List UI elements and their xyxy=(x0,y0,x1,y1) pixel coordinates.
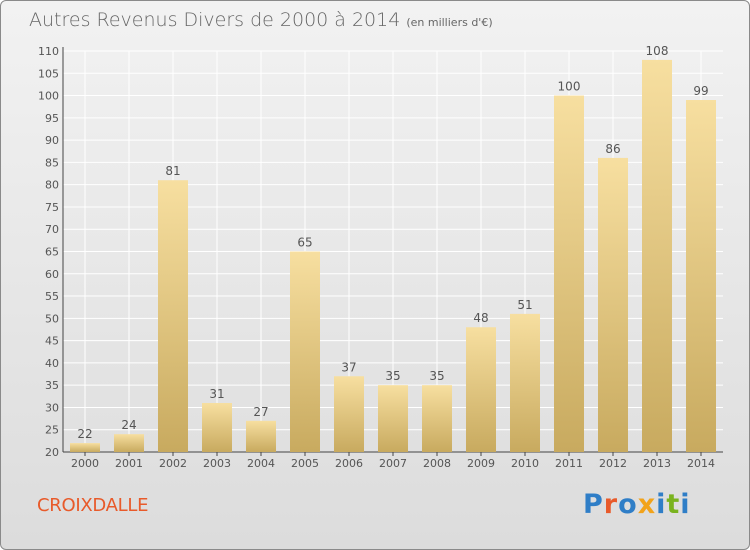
y-tick-label: 90 xyxy=(45,134,59,147)
commune-name: CROIXDALLE xyxy=(37,495,149,516)
bar-value-label: 100 xyxy=(558,80,581,94)
chart-title: Autres Revenus Divers de 2000 à 2014 (en … xyxy=(29,9,493,31)
y-tick-label: 50 xyxy=(45,312,59,325)
y-tick-label: 95 xyxy=(45,112,59,125)
y-tick-label: 100 xyxy=(38,90,59,103)
y-tick-label: 25 xyxy=(45,424,59,437)
y-tick-label: 45 xyxy=(45,335,59,348)
bar-value-label: 51 xyxy=(517,298,532,312)
y-tick-label: 20 xyxy=(45,446,59,459)
bar xyxy=(70,443,100,452)
logo-letter: o xyxy=(618,489,638,520)
y-tick-label: 60 xyxy=(45,268,59,281)
bar-value-label: 35 xyxy=(429,369,444,383)
logo-letter: P xyxy=(583,489,604,520)
bar-value-label: 35 xyxy=(385,369,400,383)
bar xyxy=(202,402,232,452)
x-tick-label: 2008 xyxy=(423,457,451,470)
bar xyxy=(686,100,716,452)
bar-value-label: 24 xyxy=(121,418,136,432)
bar-value-label: 48 xyxy=(473,311,488,325)
x-tick-label: 2005 xyxy=(291,457,319,470)
logo-letter: x xyxy=(637,489,657,520)
y-tick-label: 85 xyxy=(45,156,59,169)
x-tick-label: 2012 xyxy=(599,457,627,470)
logo-letter: t xyxy=(666,489,681,520)
chart-title-unit: (en milliers d'€) xyxy=(406,16,493,29)
y-tick-label: 80 xyxy=(45,179,59,192)
x-tick-label: 2009 xyxy=(467,457,495,470)
bar-value-label: 86 xyxy=(605,142,620,156)
bar-value-label: 31 xyxy=(209,387,224,401)
x-tick-label: 2007 xyxy=(379,457,407,470)
proxiti-logo: Proxiti xyxy=(583,489,691,520)
x-tick-label: 2004 xyxy=(247,457,275,470)
bar-value-label: 22 xyxy=(77,427,92,441)
y-tick-label: 40 xyxy=(45,357,59,370)
x-tick-label: 2002 xyxy=(159,457,187,470)
bar xyxy=(510,313,540,452)
bar xyxy=(114,434,144,452)
bar xyxy=(290,251,320,452)
bar xyxy=(378,385,408,452)
x-tick-label: 2003 xyxy=(203,457,231,470)
y-tick-label: 110 xyxy=(38,45,59,58)
x-tick-label: 2014 xyxy=(687,457,715,470)
bar-value-label: 81 xyxy=(165,164,180,178)
chart-title-main: Autres Revenus Divers de 2000 à 2014 xyxy=(29,9,401,31)
y-tick-label: 75 xyxy=(45,201,59,214)
y-tick-label: 30 xyxy=(45,401,59,414)
bar-value-label: 108 xyxy=(646,44,669,58)
x-tick-label: 2010 xyxy=(511,457,539,470)
bar xyxy=(158,180,188,452)
x-tick-label: 2013 xyxy=(643,457,671,470)
y-tick-label: 105 xyxy=(38,67,59,80)
bar xyxy=(554,95,584,453)
y-tick-label: 55 xyxy=(45,290,59,303)
logo-letter: r xyxy=(603,489,619,520)
bar xyxy=(246,420,276,452)
bar xyxy=(466,327,496,452)
logo-letter: i xyxy=(656,489,667,520)
y-tick-label: 65 xyxy=(45,246,59,259)
logo-letter: i xyxy=(680,489,691,520)
bar-value-label: 37 xyxy=(341,360,356,374)
x-tick-label: 2006 xyxy=(335,457,363,470)
x-tick-label: 2000 xyxy=(71,457,99,470)
x-tick-label: 2011 xyxy=(555,457,583,470)
y-tick-label: 35 xyxy=(45,379,59,392)
bar xyxy=(422,385,452,452)
bar-value-label: 65 xyxy=(297,236,312,250)
x-tick-label: 2001 xyxy=(115,457,143,470)
y-tick-label: 70 xyxy=(45,223,59,236)
bar xyxy=(598,157,628,452)
bar xyxy=(642,59,672,453)
bar-value-label: 27 xyxy=(253,405,268,419)
bar-value-label: 99 xyxy=(693,84,708,98)
bar xyxy=(334,376,364,452)
